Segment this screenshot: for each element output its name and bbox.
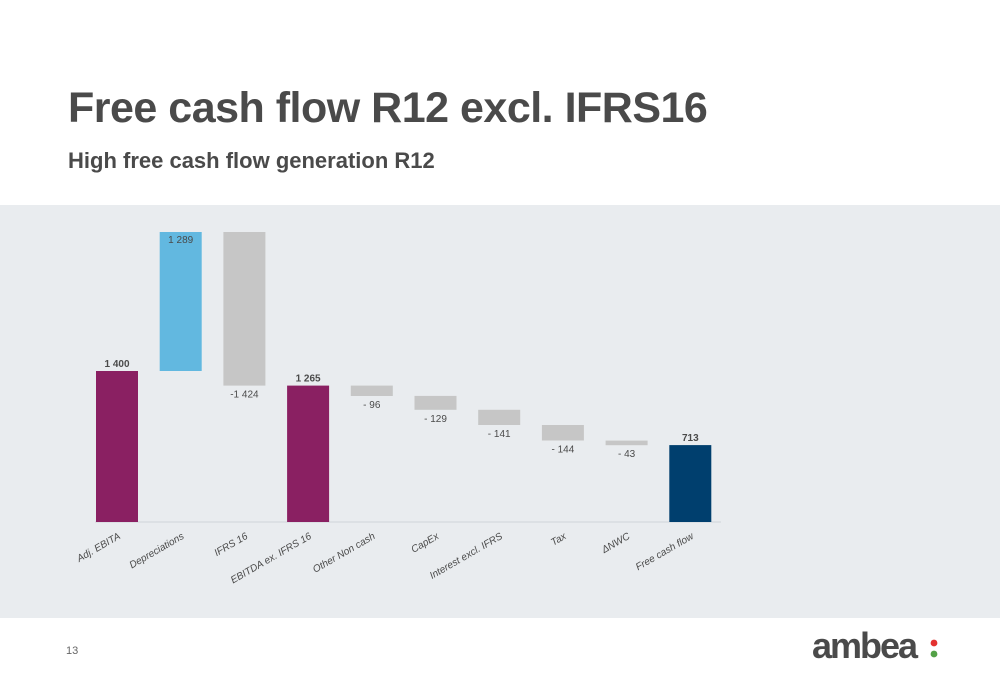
bar-8: [605, 440, 648, 446]
bar-0: [96, 371, 138, 522]
page-title: Free cash flow R12 excl. IFRS16: [68, 84, 708, 132]
category-label-7: Tax: [549, 531, 569, 549]
chart-panel: 1 400 Adj. EBITA 1 289 Depreciations -1 424 I…: [0, 205, 1000, 618]
bar-4: [350, 385, 393, 396]
category-label-5: CapEx: [410, 531, 442, 556]
logo-wordmark: ambea: [812, 625, 919, 666]
bar-1: [159, 232, 202, 371]
data-label-5: - 129: [424, 414, 447, 425]
page-number: 13: [66, 645, 79, 657]
category-label-2: IFRS 16: [213, 531, 251, 559]
data-label-9: 713: [682, 433, 699, 444]
category-label-4: Other Non cash: [311, 531, 378, 576]
bar-2: [223, 232, 266, 386]
bar-6: [478, 409, 521, 425]
bar-9: [669, 445, 712, 522]
page-subtitle: High free cash flow generation R12: [68, 148, 435, 173]
data-label-1: 1 289: [168, 235, 193, 246]
category-label-8: ΔNWC: [599, 531, 633, 557]
data-label-3: 1 265: [296, 374, 321, 385]
logo-dot-bottom-icon: [930, 650, 938, 658]
data-label-8: - 43: [618, 449, 636, 460]
bar-3: [287, 385, 330, 522]
bar-7: [541, 425, 584, 441]
data-label-6: - 141: [488, 429, 511, 440]
category-label-0: Adj. EBITA: [74, 531, 122, 565]
waterfall-chart: 1 400 Adj. EBITA 1 289 Depreciations -1 424 I…: [74, 232, 721, 586]
logo-dot-top-icon: [930, 639, 938, 647]
ambea-logo: ambea: [812, 625, 938, 666]
data-label-0: 1 400: [104, 359, 129, 370]
bar-5: [414, 395, 457, 410]
data-label-7: - 144: [552, 445, 575, 456]
data-label-2: -1 424: [230, 390, 259, 401]
data-label-4: - 96: [363, 400, 381, 411]
category-label-1: Depreciations: [128, 531, 186, 571]
category-label-9: Free cash flow: [634, 531, 696, 573]
